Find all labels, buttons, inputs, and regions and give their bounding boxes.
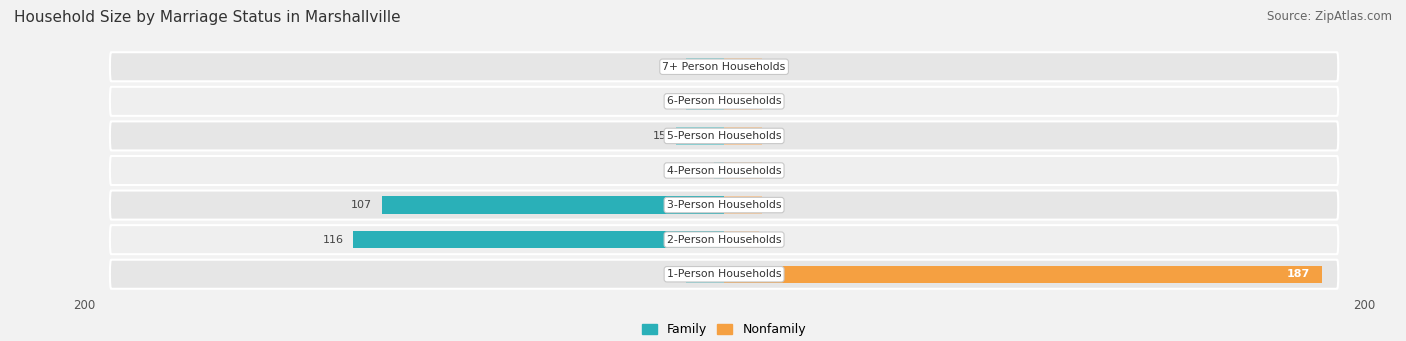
Bar <box>686 266 724 283</box>
Bar <box>724 266 1322 283</box>
Text: 107: 107 <box>352 200 373 210</box>
Text: 0: 0 <box>669 269 676 279</box>
Text: 4-Person Households: 4-Person Households <box>666 165 782 176</box>
FancyBboxPatch shape <box>110 260 1339 289</box>
Bar <box>724 127 762 145</box>
Text: 0: 0 <box>772 131 779 141</box>
FancyBboxPatch shape <box>110 87 1339 116</box>
FancyBboxPatch shape <box>110 156 1339 185</box>
FancyBboxPatch shape <box>110 121 1339 150</box>
Text: Household Size by Marriage Status in Marshallville: Household Size by Marriage Status in Mar… <box>14 10 401 25</box>
Bar <box>724 196 762 214</box>
Text: 0: 0 <box>772 97 779 106</box>
Bar <box>676 127 724 145</box>
FancyBboxPatch shape <box>110 191 1339 220</box>
FancyBboxPatch shape <box>110 225 1339 254</box>
Text: 3: 3 <box>697 165 704 176</box>
Bar <box>686 58 724 75</box>
Text: 187: 187 <box>1286 269 1309 279</box>
Text: 0: 0 <box>669 97 676 106</box>
Text: Source: ZipAtlas.com: Source: ZipAtlas.com <box>1267 10 1392 23</box>
Text: 5-Person Households: 5-Person Households <box>666 131 782 141</box>
Text: 2-Person Households: 2-Person Households <box>666 235 782 244</box>
Text: 0: 0 <box>772 200 779 210</box>
Bar <box>686 93 724 110</box>
Bar <box>724 93 762 110</box>
Text: 0: 0 <box>772 165 779 176</box>
Text: 116: 116 <box>322 235 343 244</box>
Bar <box>382 196 724 214</box>
FancyBboxPatch shape <box>110 52 1339 81</box>
Text: 6-Person Households: 6-Person Households <box>666 97 782 106</box>
Text: 7+ Person Households: 7+ Person Households <box>662 62 786 72</box>
Bar <box>724 231 759 248</box>
Text: 0: 0 <box>772 62 779 72</box>
Bar <box>714 162 724 179</box>
Bar <box>724 162 762 179</box>
Bar <box>353 231 724 248</box>
Text: 0: 0 <box>669 62 676 72</box>
Bar <box>724 58 762 75</box>
Text: 3-Person Households: 3-Person Households <box>666 200 782 210</box>
Text: 11: 11 <box>769 235 783 244</box>
Text: 15: 15 <box>652 131 666 141</box>
Legend: Family, Nonfamily: Family, Nonfamily <box>637 318 811 341</box>
Text: 1-Person Households: 1-Person Households <box>666 269 782 279</box>
